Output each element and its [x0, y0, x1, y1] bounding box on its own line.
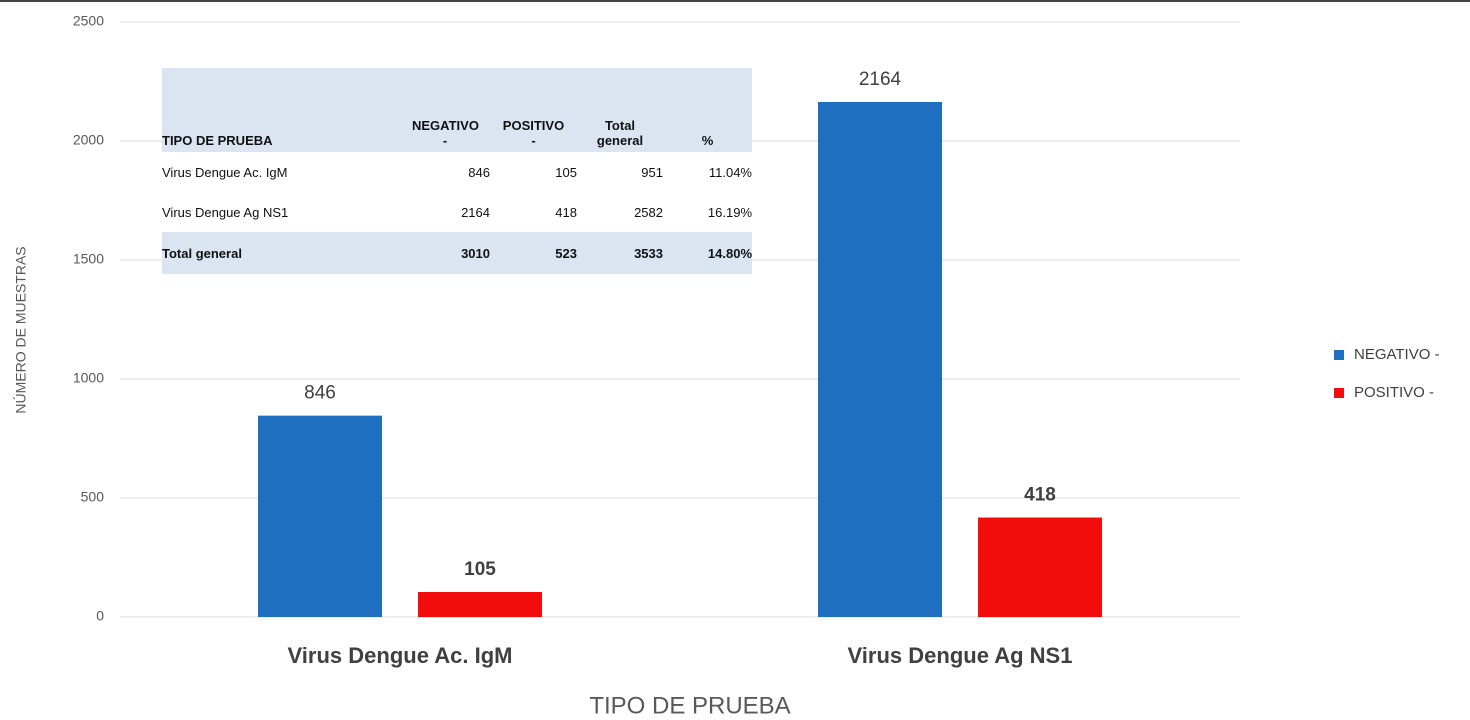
cell: 11.04%: [708, 164, 752, 180]
data-label: 2164: [859, 69, 902, 90]
header-cell: %: [663, 68, 752, 152]
header-cell: Total general: [596, 118, 644, 148]
table-row: Virus Dengue Ac. IgM 846 105 951 11.04%: [162, 152, 752, 192]
header-cell: NEGATIVO -: [412, 118, 479, 148]
y-tick-label: 2500: [73, 13, 104, 29]
bar: [418, 592, 542, 617]
cell: 846: [468, 164, 490, 180]
cell: Virus Dengue Ag NS1: [162, 204, 289, 220]
cell: 105: [555, 164, 577, 180]
y-tick-label: 1500: [73, 251, 104, 267]
cell: 2164: [461, 204, 490, 220]
cell: 2582: [634, 204, 663, 220]
y-tick-label: 1000: [73, 370, 104, 386]
cell: Total general: [162, 232, 400, 274]
y-tick-label: 500: [81, 489, 105, 505]
cell: 523: [490, 232, 577, 274]
cell: 3010: [400, 232, 490, 274]
x-tick-label: Virus Dengue Ac. IgM: [288, 643, 513, 668]
table-header: TIPO DE PRUEBA NEGATIVO - POSITIVO - Tot…: [162, 68, 752, 152]
x-tick-label: Virus Dengue Ag NS1: [848, 643, 1073, 668]
legend-label: POSITIVO -: [1354, 384, 1434, 401]
header-cell: TIPO DE PRUEBA: [162, 68, 400, 152]
cell: 14.80%: [663, 232, 752, 274]
data-label: 418: [1024, 485, 1056, 506]
data-label: 105: [464, 559, 496, 580]
cell: 16.19%: [707, 204, 752, 220]
summary-table: TIPO DE PRUEBA NEGATIVO - POSITIVO - Tot…: [162, 68, 752, 274]
header-cell: POSITIVO -: [502, 118, 565, 148]
cell: 951: [641, 164, 663, 180]
table-row: Virus Dengue Ag NS1 2164 418 2582 16.19%: [162, 192, 752, 232]
cell: Virus Dengue Ac. IgM: [162, 164, 288, 180]
x-axis-label: TIPO DE PRUEBA: [589, 692, 790, 719]
bar: [818, 101, 942, 617]
y-tick-label: 2000: [73, 132, 104, 148]
legend-label: NEGATIVO -: [1354, 346, 1440, 363]
data-label: 846: [304, 383, 336, 404]
cell: 3533: [577, 232, 663, 274]
cell: 418: [555, 204, 577, 220]
y-tick-label: 0: [96, 608, 104, 624]
bar: [978, 517, 1102, 617]
y-axis-label: NÚMERO DE MUESTRAS: [13, 246, 29, 413]
table-total-row: Total general 3010 523 3533 14.80%: [162, 232, 752, 274]
legend-swatch: [1334, 350, 1344, 360]
bar: [258, 415, 382, 617]
legend-swatch: [1334, 388, 1344, 398]
